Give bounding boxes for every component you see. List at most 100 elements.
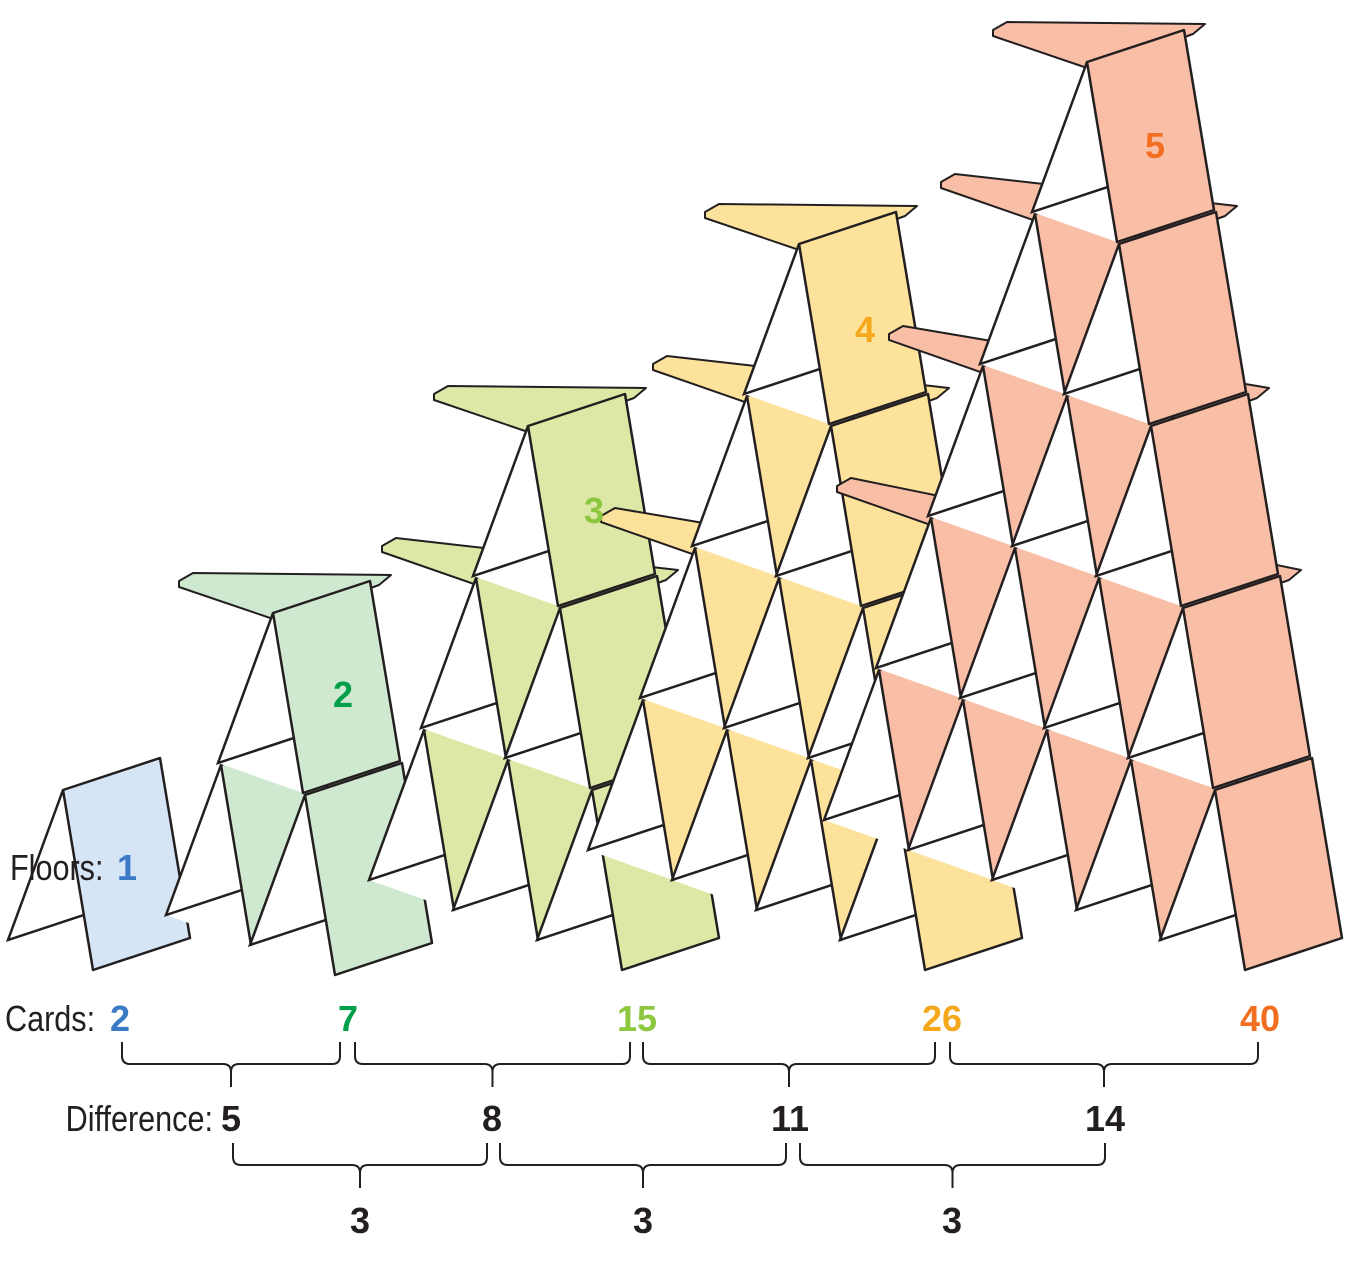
left-card-edge	[585, 699, 676, 852]
bracket	[499, 1143, 787, 1188]
platform-card	[178, 572, 392, 622]
card-interior	[840, 790, 925, 970]
card-interior	[992, 730, 1077, 910]
card-interior	[980, 214, 1065, 394]
left-card-edge	[1157, 789, 1248, 942]
floors-value-5: 5	[1145, 125, 1165, 166]
card-interior	[1044, 578, 1129, 758]
floors-value-4: 4	[855, 309, 875, 350]
card-interior	[250, 795, 335, 975]
brackets-group	[121, 1042, 1259, 1188]
left-card-edge	[669, 729, 760, 882]
card-interior	[453, 760, 538, 940]
card-interior	[908, 700, 993, 880]
platform-card	[704, 203, 918, 253]
card-interior	[1128, 608, 1213, 788]
second-difference-value: 3	[942, 1200, 962, 1241]
right-card	[271, 579, 402, 795]
bracket	[354, 1042, 631, 1087]
floors-value-3: 3	[584, 490, 604, 531]
left-card-edge	[5, 789, 96, 942]
card-interior	[692, 396, 777, 576]
card-interior	[588, 700, 673, 880]
houses-group	[5, 21, 1344, 977]
cards-value-3: 15	[617, 998, 657, 1039]
card-interior	[876, 518, 961, 698]
right-card	[1117, 210, 1248, 426]
bracket	[642, 1042, 936, 1087]
left-card-edge	[837, 789, 928, 942]
left-card-edge	[989, 729, 1080, 882]
left-card-edge	[1125, 607, 1216, 760]
left-card-edge	[450, 759, 541, 912]
card-interior	[724, 578, 809, 758]
card-interior	[824, 670, 909, 850]
card-interior	[1064, 244, 1149, 424]
cards-value-1: 2	[110, 998, 130, 1039]
right-card	[1213, 756, 1344, 972]
card-interior	[672, 730, 757, 910]
left-card-edge	[1093, 425, 1184, 578]
left-card-edge	[215, 612, 306, 765]
card-interior	[776, 426, 861, 606]
card-interior	[1012, 396, 1097, 576]
difference-value: 8	[482, 1098, 502, 1139]
card-interior	[1160, 790, 1245, 970]
card-interior	[473, 426, 558, 606]
house-1	[5, 756, 192, 972]
left-card-edge	[925, 365, 1016, 518]
left-card-edge	[689, 395, 780, 548]
left-card-edge	[163, 764, 254, 917]
left-card-edge	[637, 547, 728, 700]
floors-value-2: 2	[333, 674, 353, 715]
left-card-edge	[247, 794, 338, 947]
card-interior	[421, 578, 506, 758]
floors-value-1: 1	[117, 847, 137, 888]
card-interior	[1076, 760, 1161, 940]
card-interior	[928, 366, 1013, 546]
card-interior	[369, 730, 454, 910]
house-5	[821, 21, 1344, 972]
bracket	[232, 1143, 488, 1188]
left-card-edge	[1041, 577, 1132, 730]
left-card-edge	[1061, 243, 1152, 396]
difference-value: 5	[221, 1098, 241, 1139]
left-card-edge	[773, 425, 864, 578]
bracket	[121, 1042, 341, 1087]
cards-value-5: 40	[1240, 998, 1280, 1039]
cards-label: Cards:	[5, 1000, 95, 1040]
card-interior	[537, 790, 622, 970]
bracket	[949, 1042, 1259, 1087]
left-card-edge	[957, 547, 1048, 700]
right-card	[1181, 574, 1312, 790]
difference-label: Difference:	[66, 1100, 213, 1140]
right-card	[1085, 28, 1216, 244]
card-interior	[1096, 426, 1181, 606]
platform-card	[992, 21, 1206, 71]
left-card-edge	[873, 517, 964, 670]
left-card-edge	[418, 577, 509, 730]
left-card-edge	[753, 759, 844, 912]
card-interior	[640, 548, 725, 728]
card-interior	[960, 548, 1045, 728]
left-card-edge	[905, 699, 996, 852]
bracket	[799, 1143, 1106, 1188]
cards-value-2: 7	[338, 998, 358, 1039]
card-interior	[505, 608, 590, 788]
left-card-edge	[1073, 759, 1164, 912]
card-interior	[744, 244, 829, 424]
second-difference-value: 3	[633, 1200, 653, 1241]
right-card	[61, 756, 192, 972]
left-card-edge	[534, 789, 625, 942]
left-card-edge	[821, 669, 912, 822]
card-interior	[1032, 62, 1117, 242]
house-2	[163, 572, 434, 977]
right-card	[526, 392, 657, 608]
card-interior	[166, 765, 251, 945]
left-card-edge	[1009, 395, 1100, 548]
platform-card	[433, 385, 647, 435]
floors-label: Floors:	[10, 849, 103, 889]
card-interior	[8, 790, 93, 970]
right-card	[797, 210, 928, 426]
